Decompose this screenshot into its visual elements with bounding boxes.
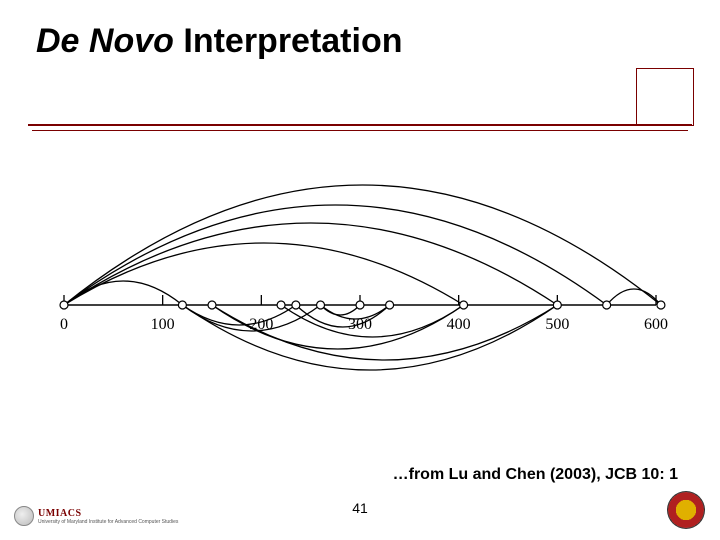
arc-diagram: 0100200300400500600 bbox=[40, 160, 680, 380]
svg-text:100: 100 bbox=[151, 316, 175, 333]
title-rule-thin bbox=[32, 130, 688, 131]
title-italic-part: De Novo bbox=[36, 22, 174, 60]
slide: De Novo Interpretation 01002003004005006… bbox=[0, 0, 720, 540]
maryland-seal-icon bbox=[668, 492, 704, 528]
svg-text:0: 0 bbox=[60, 316, 68, 333]
corner-box-decoration bbox=[636, 68, 694, 126]
citation-text: …from Lu and Chen (2003), JCB 10: 1 bbox=[393, 466, 678, 484]
umiacs-logo-text: UMIACS bbox=[38, 508, 82, 519]
svg-text:500: 500 bbox=[545, 316, 569, 333]
globe-icon bbox=[14, 506, 34, 526]
svg-text:600: 600 bbox=[644, 316, 668, 333]
umiacs-logo-subtext: University of Maryland Institute for Adv… bbox=[38, 519, 178, 525]
title-rest-part: Interpretation bbox=[174, 22, 403, 60]
slide-title: De Novo Interpretation bbox=[36, 22, 403, 61]
title-rule-thick bbox=[28, 124, 692, 126]
umiacs-logo: UMIACS University of Maryland Institute … bbox=[14, 506, 178, 526]
page-number: 41 bbox=[352, 500, 368, 516]
svg-text:400: 400 bbox=[447, 316, 471, 333]
